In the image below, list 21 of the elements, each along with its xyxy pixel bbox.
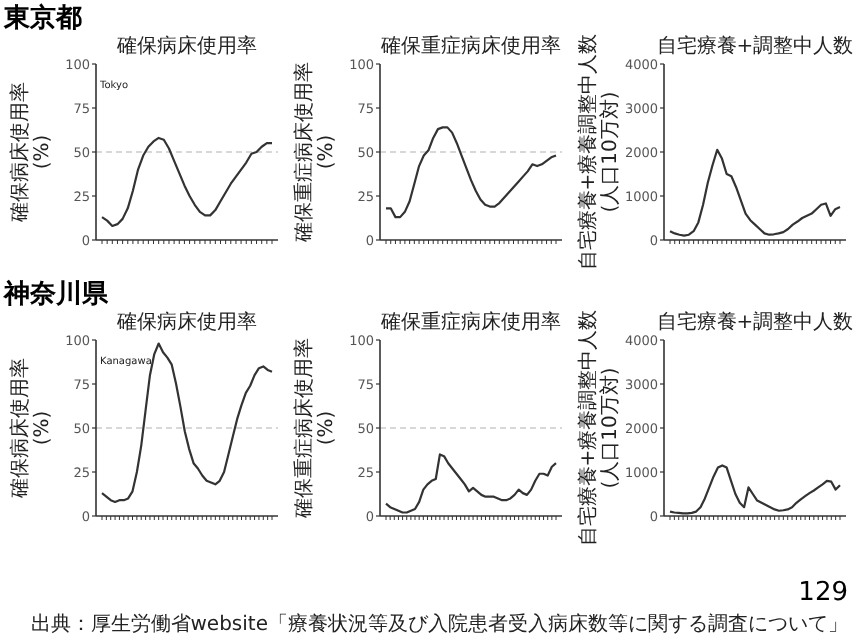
- source-note: 出典：厚生労働省website「療養状況等及び入院患者受入病床数等に関する調査について」: [30, 612, 848, 636]
- chart-title: 確保病床使用率: [115, 310, 257, 334]
- line-series: [100, 136, 274, 228]
- chart-title: 確保病床使用率: [115, 34, 257, 58]
- text: 東京都: [2, 2, 82, 34]
- y-axis-title: 自宅療養+療養調整中人数(人口10万対): [576, 309, 622, 547]
- chart-title: 自宅療養+調整中人数: [656, 34, 854, 58]
- line-series: [668, 148, 842, 237]
- line-series: [384, 453, 558, 514]
- text: 129: [798, 578, 848, 608]
- y-axis-title: 自宅療養+療養調整中人数(人口10万対): [576, 33, 622, 271]
- y-axis-title: 確保病床使用率(%): [8, 358, 54, 500]
- y-axis-title: 確保病床使用率(%): [8, 82, 54, 224]
- y-axis-title: 確保重症病床使用率(%): [292, 62, 338, 244]
- line-series: [100, 342, 274, 504]
- chart-title: 確保重症病床使用率: [379, 34, 561, 58]
- chart-title: 確保重症病床使用率: [379, 310, 561, 334]
- chart-title: 自宅療養+調整中人数: [656, 310, 854, 334]
- text: 神奈川県: [2, 278, 110, 310]
- y-axis-title: 確保重症病床使用率(%): [292, 338, 338, 520]
- line-series: [384, 126, 558, 219]
